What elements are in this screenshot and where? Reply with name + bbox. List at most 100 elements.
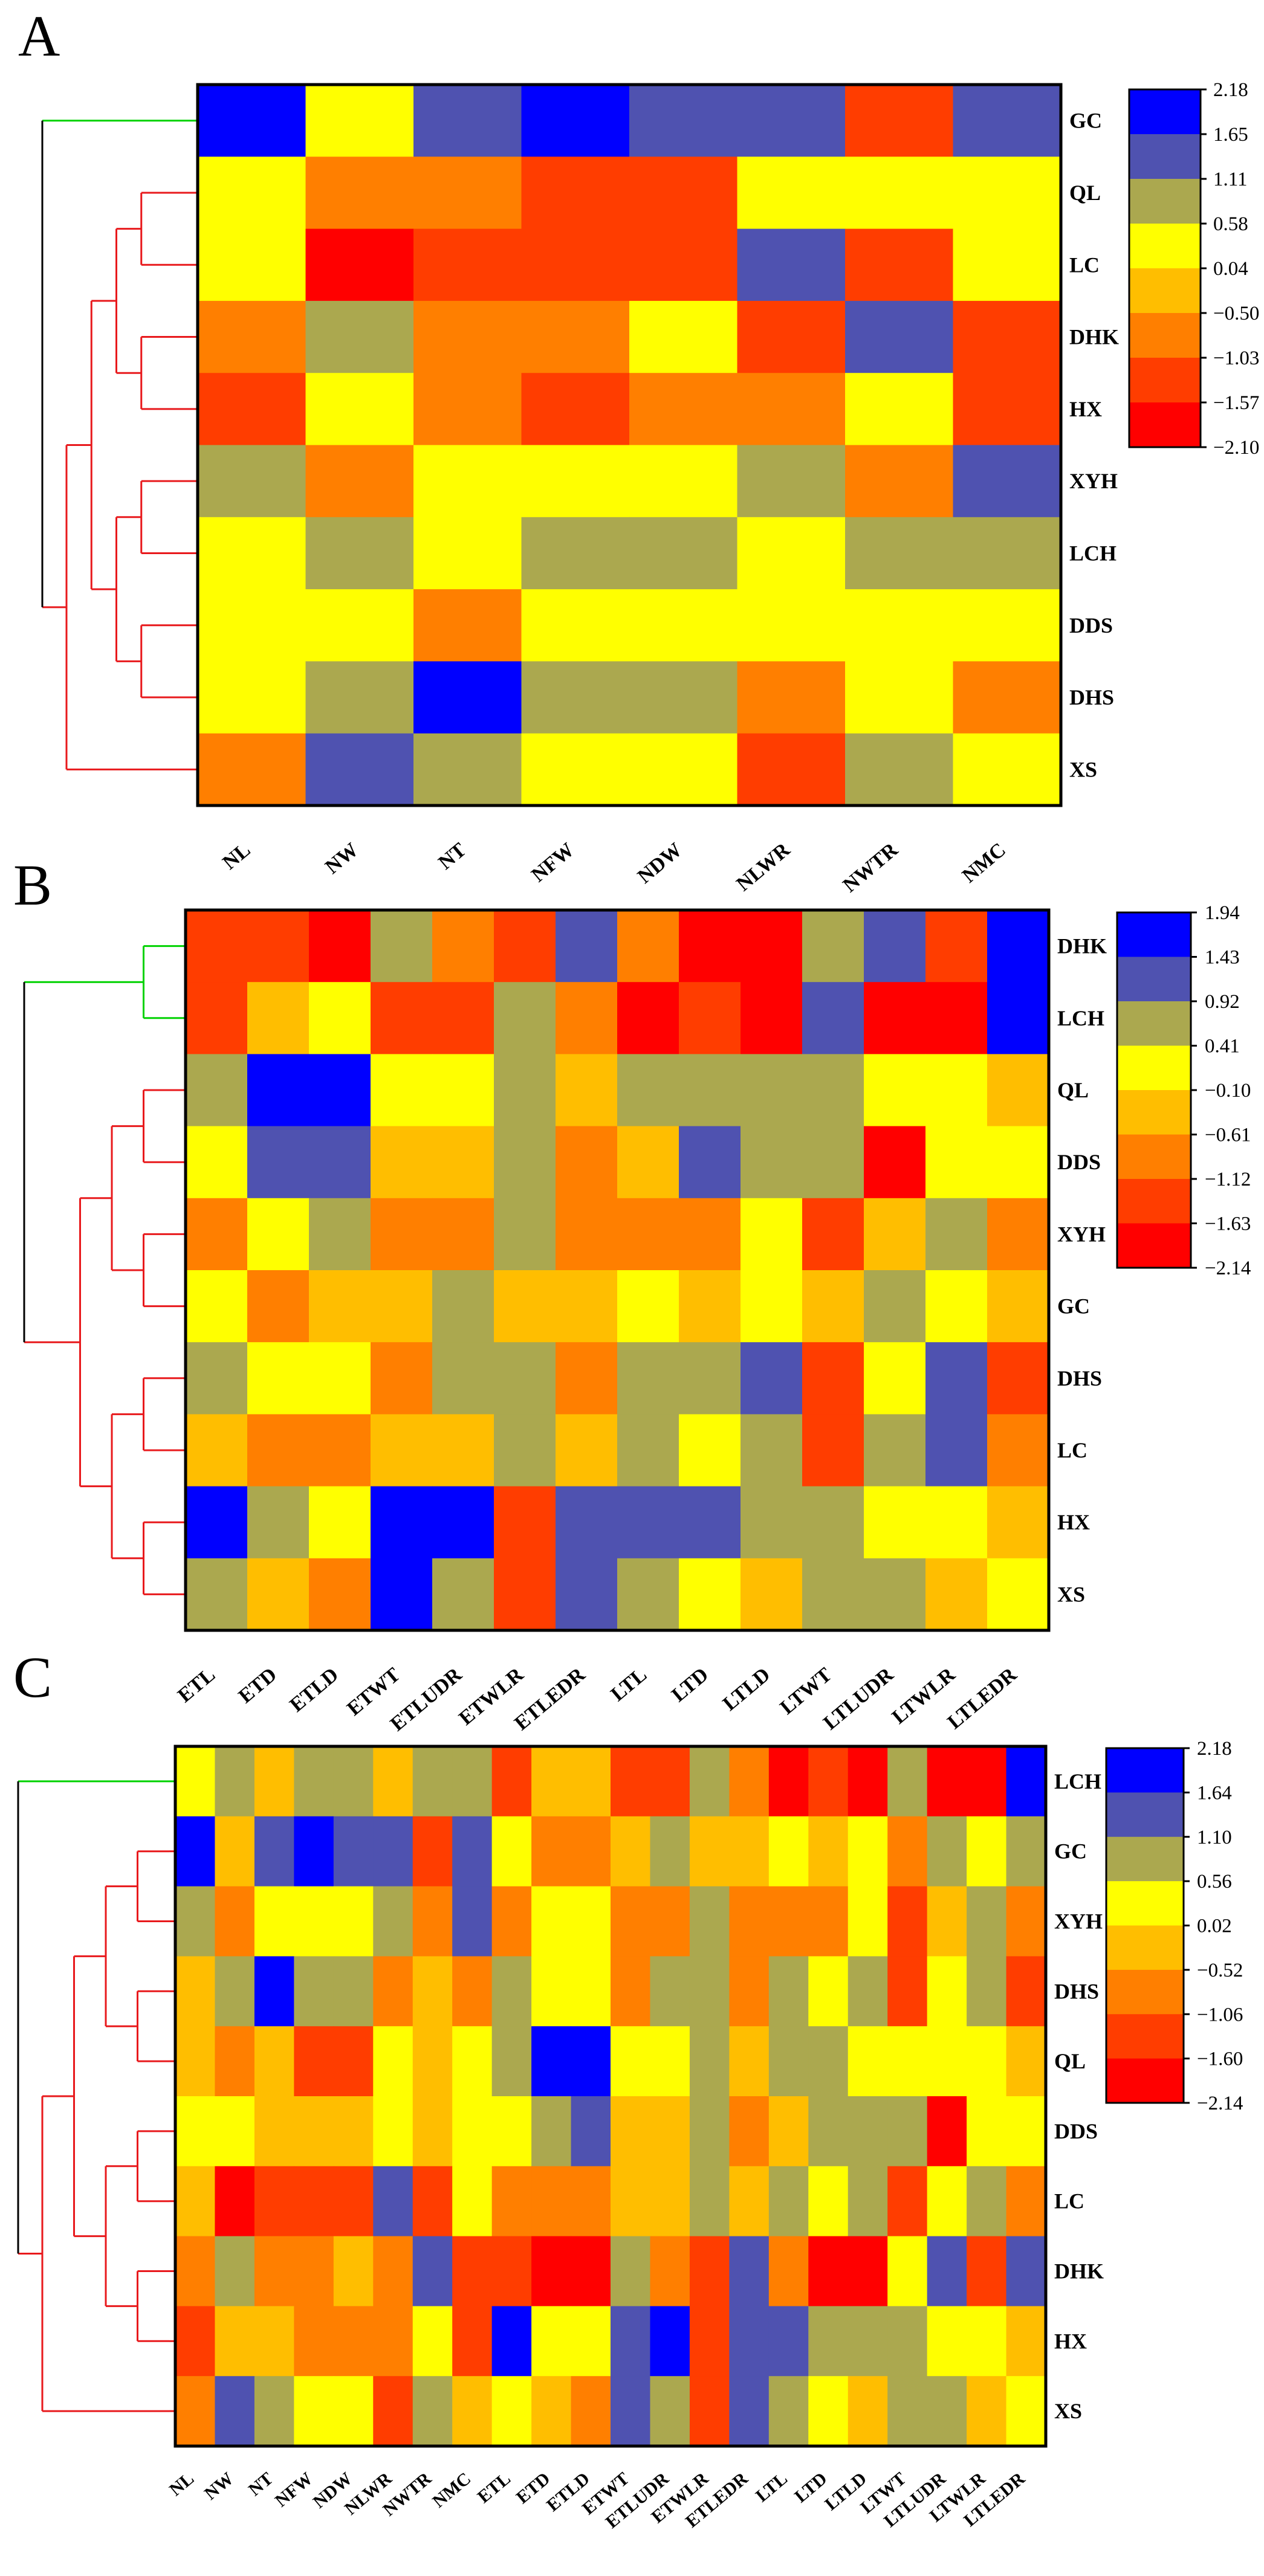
heatmap-cell xyxy=(494,1486,556,1559)
heatmap-cells-c xyxy=(175,1746,1046,2447)
heatmap-cell xyxy=(294,2166,334,2237)
heatmap-cell xyxy=(927,2306,967,2377)
heatmap-cell xyxy=(629,517,738,590)
heatmap-cell xyxy=(953,228,1061,302)
heatmap-cell xyxy=(650,2306,690,2377)
heatmap-cell xyxy=(987,1198,1049,1271)
heatmap-cell xyxy=(531,2376,572,2447)
colorbar-swatch xyxy=(1117,1001,1191,1046)
heatmap-cell xyxy=(617,1558,679,1631)
heatmap-cell xyxy=(679,910,741,983)
heatmap-cell xyxy=(617,982,679,1054)
heatmap-cell xyxy=(215,2026,255,2097)
colorbar-tick-label: 1.94 xyxy=(1205,902,1240,924)
heatmap-cell xyxy=(629,228,738,302)
heatmap-cell xyxy=(925,910,988,983)
colorbar-swatch xyxy=(1117,1223,1191,1268)
column-label: NW xyxy=(201,2468,238,2503)
colorbar-tick-label: −2.14 xyxy=(1205,1257,1251,1279)
heatmap-cell xyxy=(987,1054,1049,1127)
panel-letter-b: B xyxy=(13,853,52,917)
row-label: HX xyxy=(1069,397,1102,421)
heatmap-cell xyxy=(741,1126,803,1199)
heatmap-cell xyxy=(491,1746,532,1817)
heatmap-cell xyxy=(254,2096,294,2167)
heatmap-cell xyxy=(413,157,522,230)
heatmap-cell xyxy=(689,2306,730,2377)
heatmap-cell xyxy=(967,2376,1007,2447)
heatmap-cell xyxy=(371,1414,433,1487)
heatmap-cell xyxy=(925,1270,988,1343)
colorbar-swatch xyxy=(1129,134,1201,179)
heatmap-cell xyxy=(953,373,1061,446)
heatmap-cell xyxy=(413,85,522,157)
heatmap-cell xyxy=(333,1956,374,2027)
heatmap-cell xyxy=(729,1816,770,1887)
heatmap-cell xyxy=(808,2026,849,2097)
heatmap-cell xyxy=(848,2306,888,2377)
heatmap-cell xyxy=(729,2236,770,2306)
heatmap-cell xyxy=(845,589,954,662)
heatmap-cell xyxy=(521,300,630,373)
heatmap-cell xyxy=(556,910,618,983)
heatmap-cell xyxy=(845,228,954,302)
heatmap-cell xyxy=(808,1816,849,1887)
dendrogram-a xyxy=(41,120,198,770)
heatmap-cell xyxy=(864,1054,926,1127)
colorbar-tick-label: 2.18 xyxy=(1197,1738,1232,1760)
heatmap-cell xyxy=(452,2166,493,2237)
heatmap-cell xyxy=(737,300,846,373)
heatmap-cell xyxy=(247,982,310,1054)
heatmap-cell xyxy=(373,1746,413,1817)
column-label: ETL xyxy=(173,1664,219,1707)
heatmap-cell xyxy=(247,1486,310,1559)
heatmap-cell xyxy=(967,1956,1007,2027)
heatmap-cell xyxy=(617,1342,679,1415)
row-label: DDS xyxy=(1054,2119,1098,2143)
heatmap-cell xyxy=(864,1342,926,1415)
heatmap-cell xyxy=(650,1956,690,2027)
heatmap-cell xyxy=(254,2166,294,2237)
colorbar-tick-label: −0.61 xyxy=(1205,1125,1251,1146)
heatmap-cell xyxy=(629,373,738,446)
colorbar-swatch xyxy=(1117,1134,1191,1180)
column-label: NDW xyxy=(634,839,686,888)
heatmap-cell xyxy=(247,1414,310,1487)
row-label: XYH xyxy=(1069,469,1118,493)
heatmap-cell xyxy=(333,1816,374,1887)
heatmap-cell xyxy=(611,2166,651,2237)
heatmap-cell xyxy=(729,2096,770,2167)
heatmap-cell xyxy=(650,1746,690,1817)
heatmap-cell xyxy=(373,2376,413,2447)
heatmap-cell xyxy=(967,1886,1007,1957)
heatmap-cell xyxy=(571,2096,611,2167)
heatmap-cell xyxy=(808,2236,849,2306)
heatmap-cell xyxy=(689,2236,730,2306)
heatmap-cell xyxy=(617,1486,679,1559)
heatmap-cell xyxy=(629,733,738,806)
heatmap-cell xyxy=(198,300,306,373)
heatmap-cell xyxy=(650,2376,690,2447)
colorbar-tick-label: −0.10 xyxy=(1205,1080,1251,1102)
heatmap-cell xyxy=(333,2306,374,2377)
heatmap-cell xyxy=(887,2376,928,2447)
row-label: GC xyxy=(1054,1839,1087,1864)
heatmap-cell xyxy=(611,2026,651,2097)
heatmap-cell xyxy=(887,2026,928,2097)
colorbar-swatch xyxy=(1106,1969,1184,2015)
heatmap-cell xyxy=(254,2026,294,2097)
heatmap-cell xyxy=(967,2166,1007,2237)
heatmap-cell xyxy=(531,2166,572,2237)
heatmap-cell xyxy=(432,1486,494,1559)
row-labels-a: GC QL LC DHK HX XYH LCH DDS DHS XS xyxy=(1069,109,1119,782)
column-label: ETL xyxy=(474,2468,514,2507)
heatmap-cell xyxy=(887,1816,928,1887)
heatmap-cell xyxy=(215,2166,255,2237)
heatmap-cell xyxy=(737,733,846,806)
colorbar-tick-label: −2.14 xyxy=(1197,2093,1243,2114)
heatmap-cell xyxy=(953,300,1061,373)
colorbar-tick-label: −1.06 xyxy=(1197,2004,1243,2026)
heatmap-cell xyxy=(967,1816,1007,1887)
heatmap-frame-b xyxy=(184,908,1051,1632)
colorbar-swatch xyxy=(1117,1179,1191,1224)
